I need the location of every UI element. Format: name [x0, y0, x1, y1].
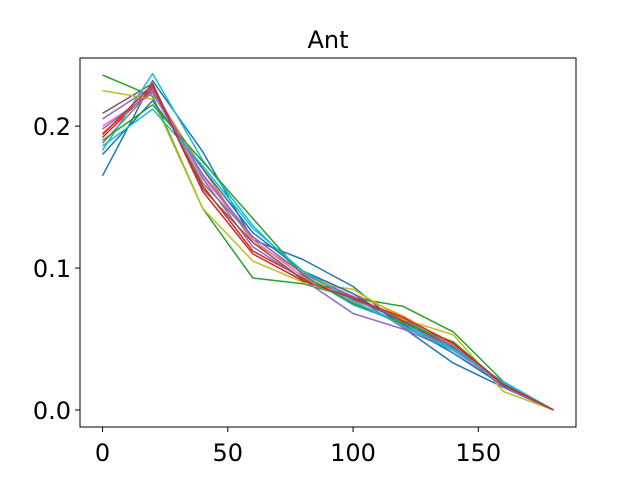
- x-tick-label: 150: [455, 439, 501, 467]
- x-tick-label: 0: [95, 439, 110, 467]
- y-tick-label: 0.2: [33, 113, 71, 141]
- x-tick-label: 50: [213, 439, 244, 467]
- plot-area-frame: [79, 57, 577, 428]
- x-axis: 0 50 100 150: [95, 427, 501, 467]
- y-axis: 0.0 0.1 0.2: [33, 113, 80, 425]
- series-layer: [101, 72, 554, 411]
- y-tick-label: 0.0: [33, 397, 71, 425]
- series-line-15: [101, 84, 554, 411]
- chart-title: Ant: [307, 26, 348, 54]
- x-tick-label: 100: [330, 439, 376, 467]
- y-tick-label: 0.1: [33, 255, 71, 283]
